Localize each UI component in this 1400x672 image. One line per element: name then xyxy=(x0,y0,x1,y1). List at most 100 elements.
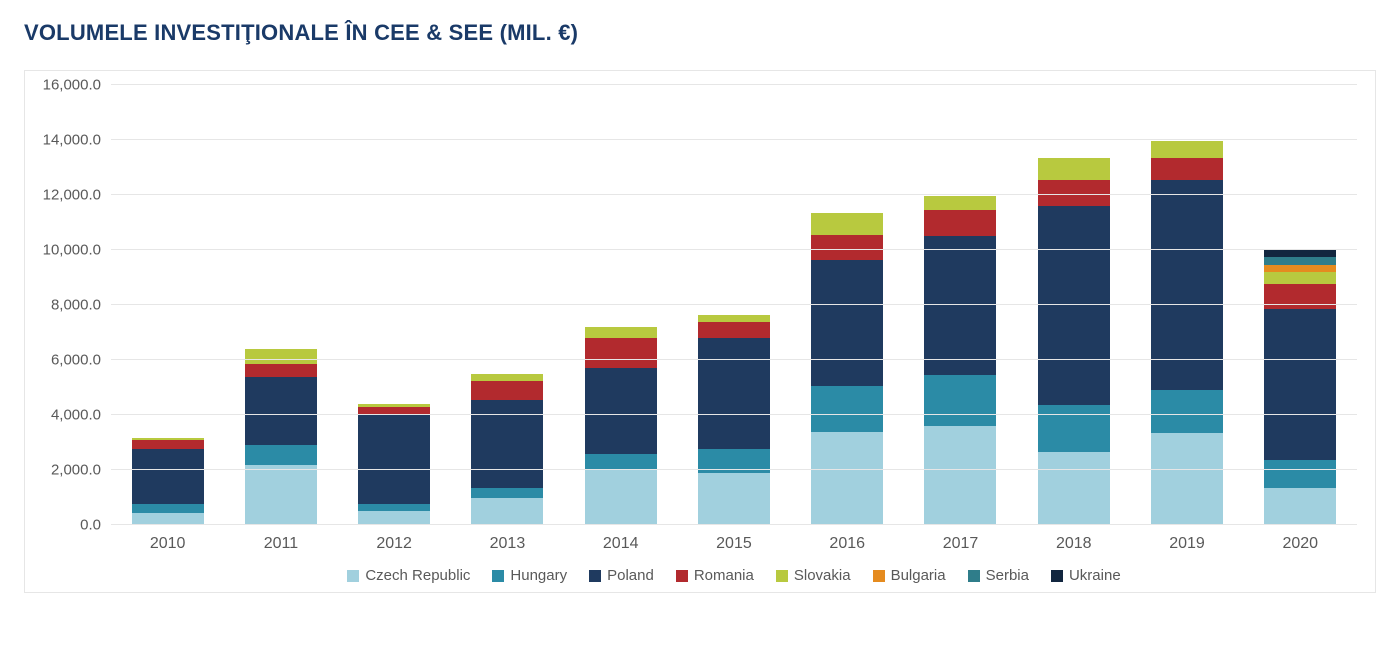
legend-swatch xyxy=(589,570,601,582)
bar-segment-czech xyxy=(1038,452,1110,525)
legend-swatch xyxy=(968,570,980,582)
y-tick-label: 6,000.0 xyxy=(51,352,101,369)
bar-slot xyxy=(677,315,790,525)
bar-segment-hungary xyxy=(1264,460,1336,488)
x-axis: 2010201120122013201420152016201720182019… xyxy=(111,525,1357,553)
bar-segment-hungary xyxy=(811,386,883,431)
x-axis-label: 2012 xyxy=(338,535,451,553)
plot-area: 0.02,000.04,000.06,000.08,000.010,000.01… xyxy=(39,85,1357,525)
legend-item-ukraine: Ukraine xyxy=(1051,567,1121,584)
bar-slot xyxy=(111,438,224,525)
bar-slot xyxy=(564,327,677,525)
y-tick-label: 14,000.0 xyxy=(43,132,101,149)
bar-segment-slovakia xyxy=(1151,141,1223,158)
bar-segment-romania xyxy=(1151,158,1223,180)
gridline xyxy=(111,414,1357,415)
bar-segment-romania xyxy=(132,440,204,450)
y-tick-label: 16,000.0 xyxy=(43,77,101,94)
legend-label: Romania xyxy=(694,567,754,584)
bar-stack xyxy=(132,438,204,525)
y-tick-label: 0.0 xyxy=(80,517,101,534)
y-tick-label: 2,000.0 xyxy=(51,462,101,479)
x-axis-label: 2014 xyxy=(564,535,677,553)
bar-stack xyxy=(585,327,657,525)
bar-segment-poland xyxy=(924,236,996,375)
x-axis-label: 2015 xyxy=(677,535,790,553)
legend-label: Bulgaria xyxy=(891,567,946,584)
gridline xyxy=(111,249,1357,250)
bar-segment-romania xyxy=(1264,284,1336,309)
bar-segment-czech xyxy=(585,470,657,525)
bars-row xyxy=(111,85,1357,525)
x-axis-label: 2017 xyxy=(904,535,1017,553)
gridline xyxy=(111,469,1357,470)
x-axis-label: 2020 xyxy=(1244,535,1357,553)
y-axis: 0.02,000.04,000.06,000.08,000.010,000.01… xyxy=(39,85,109,525)
bar-segment-slovakia xyxy=(811,213,883,235)
bar-segment-hungary xyxy=(358,504,430,511)
bar-stack xyxy=(245,349,317,525)
bar-segment-czech xyxy=(811,432,883,526)
bar-segment-czech xyxy=(1264,488,1336,525)
bar-segment-poland xyxy=(1038,206,1110,405)
bar-slot xyxy=(1130,141,1243,525)
bar-segment-slovakia xyxy=(1264,272,1336,284)
legend-item-slovakia: Slovakia xyxy=(776,567,851,584)
bar-segment-serbia xyxy=(1264,257,1336,265)
legend: Czech RepublicHungaryPolandRomaniaSlovak… xyxy=(111,567,1357,584)
bar-segment-czech xyxy=(245,465,317,526)
bar-stack xyxy=(1264,250,1336,525)
bar-stack xyxy=(698,315,770,525)
bar-segment-hungary xyxy=(1038,405,1110,452)
bar-segment-czech xyxy=(924,426,996,525)
legend-item-hungary: Hungary xyxy=(492,567,567,584)
bar-segment-slovakia xyxy=(245,349,317,364)
legend-label: Czech Republic xyxy=(365,567,470,584)
bar-segment-poland xyxy=(132,449,204,504)
bar-slot xyxy=(224,349,337,525)
gridline xyxy=(111,139,1357,140)
bar-segment-ukraine xyxy=(1264,250,1336,257)
legend-swatch xyxy=(676,570,688,582)
legend-label: Ukraine xyxy=(1069,567,1121,584)
bar-slot xyxy=(338,404,451,525)
y-tick-label: 10,000.0 xyxy=(43,242,101,259)
bar-segment-poland xyxy=(698,338,770,449)
x-axis-label: 2013 xyxy=(451,535,564,553)
bar-segment-slovakia xyxy=(924,196,996,210)
bar-stack xyxy=(1151,141,1223,525)
bar-segment-slovakia xyxy=(1038,158,1110,180)
bar-segment-poland xyxy=(585,368,657,453)
legend-label: Serbia xyxy=(986,567,1029,584)
bar-segment-czech xyxy=(358,511,430,525)
bar-segment-hungary xyxy=(471,488,543,498)
legend-swatch xyxy=(492,570,504,582)
bar-segment-romania xyxy=(811,235,883,260)
legend-item-serbia: Serbia xyxy=(968,567,1029,584)
x-axis-label: 2019 xyxy=(1130,535,1243,553)
gridline xyxy=(111,304,1357,305)
bar-segment-czech xyxy=(698,473,770,525)
bar-segment-poland xyxy=(811,260,883,387)
bar-segment-romania xyxy=(471,381,543,400)
gridline xyxy=(111,359,1357,360)
bar-segment-hungary xyxy=(924,375,996,426)
bar-segment-poland xyxy=(358,414,430,505)
bar-segment-romania xyxy=(924,210,996,236)
bar-slot xyxy=(791,213,904,525)
x-axis-label: 2018 xyxy=(1017,535,1130,553)
bar-segment-bulgaria xyxy=(1264,265,1336,272)
x-axis-label: 2016 xyxy=(791,535,904,553)
bar-segment-hungary xyxy=(585,454,657,471)
bar-segment-poland xyxy=(1264,309,1336,460)
bar-segment-romania xyxy=(245,364,317,376)
legend-swatch xyxy=(347,570,359,582)
bar-slot xyxy=(904,196,1017,525)
gridline xyxy=(111,194,1357,195)
bar-segment-hungary xyxy=(132,504,204,512)
legend-label: Slovakia xyxy=(794,567,851,584)
gridline xyxy=(111,524,1357,525)
legend-swatch xyxy=(776,570,788,582)
bar-stack xyxy=(471,374,543,525)
bar-segment-czech xyxy=(471,498,543,526)
